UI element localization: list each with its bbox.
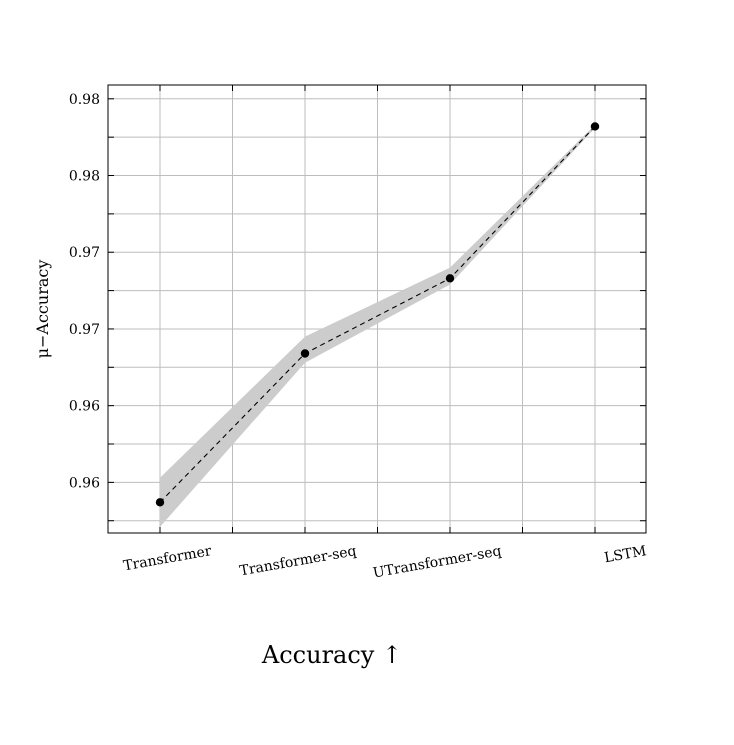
y-tick-labels: 0.96 0.96 0.97 0.97 0.98 0.98 [69, 92, 100, 492]
y-tick-label: 0.97 [69, 322, 100, 338]
y-tick-label: 0.96 [69, 475, 100, 491]
data-point-transformer [155, 498, 165, 507]
data-point-utransformer-seq [445, 274, 455, 283]
series-line [159, 126, 596, 503]
y-tick-label: 0.98 [69, 92, 100, 108]
series [155, 122, 600, 507]
data-point-transformer-seq [300, 349, 310, 358]
y-tick-label: 0.98 [69, 169, 100, 185]
x-tick-labels: Transformer Transformer-seq UTransformer-s… [122, 543, 648, 581]
y-axis-label: μ−Accuracy [33, 260, 52, 359]
x-tick-label: Transformer-seq [238, 543, 357, 579]
y-tick-label: 0.96 [69, 399, 100, 415]
x-tick-label: UTransformer-seq [372, 543, 503, 581]
y-tick-label: 0.97 [69, 245, 100, 261]
plot-frame [107, 84, 647, 534]
x-tick-label: Transformer [122, 543, 213, 574]
x-tick-label: LSTM [603, 543, 648, 566]
x-axis-label: Accuracy ↑ [261, 641, 402, 669]
data-point-lstm [590, 122, 600, 131]
